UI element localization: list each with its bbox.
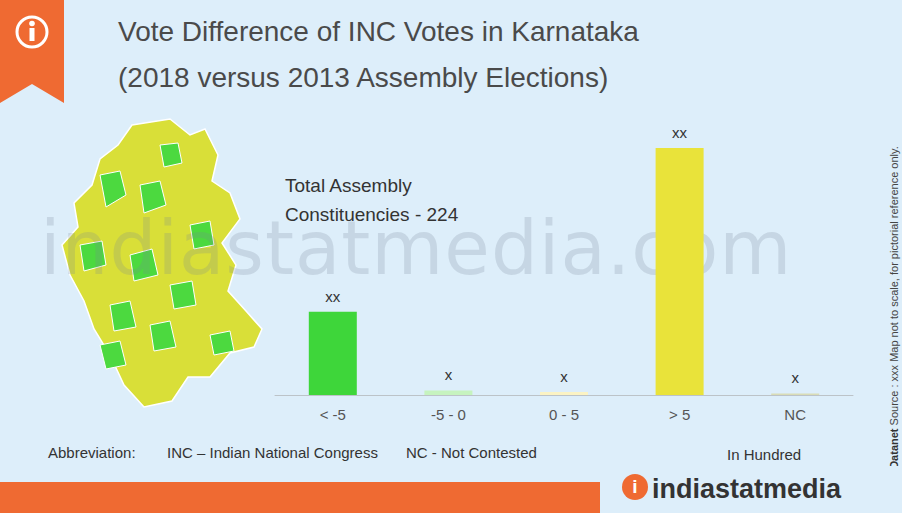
svg-text:< -5: < -5 [320, 406, 346, 423]
svg-text:x: x [445, 366, 453, 383]
html-text:Total Assembly: Total Assembly [285, 175, 412, 196]
html-text:INC – Indian National Congress: INC – Indian National Congress [167, 444, 378, 461]
html-text:Source : xxx Map not to scale,: Source : xxx Map not to scale, for picto… [888, 146, 900, 429]
svg-text:-5 - 0: -5 - 0 [431, 406, 466, 423]
html-text:Vote Difference of INC Votes i: Vote Difference of INC Votes in Karnatak… [118, 16, 639, 47]
html-text:© Datanet: © Datanet [888, 428, 900, 480]
svg-text:x: x [791, 369, 799, 386]
html-text:Constituencies - 224: Constituencies - 224 [285, 204, 459, 225]
html-text:Abbreviation:: Abbreviation: [48, 444, 136, 461]
html-text:NC - Not Contested: NC - Not Contested [406, 444, 537, 461]
svg-text:xx: xx [672, 124, 688, 141]
html-text:indiastatmedia: indiastatmedia [652, 474, 842, 504]
svg-text:> 5: > 5 [669, 406, 690, 423]
svg-text:NC: NC [784, 406, 806, 423]
svg-text:0 - 5: 0 - 5 [549, 406, 579, 423]
html-text:(2018 versus 2013 Assembly Ele: (2018 versus 2013 Assembly Elections) [118, 62, 609, 93]
html-text:indiastatmedia.com: indiastatmedia.com [40, 205, 793, 291]
svg-text:x: x [560, 368, 568, 385]
html-text:In Hundred: In Hundred [727, 446, 802, 463]
svg-text:xx: xx [325, 288, 341, 305]
html-text:i: i [632, 476, 638, 497]
